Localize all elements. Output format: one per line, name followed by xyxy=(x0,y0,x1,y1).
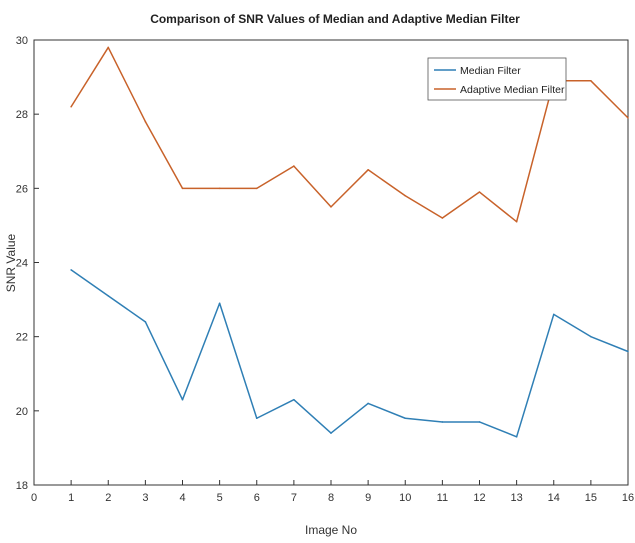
data-point xyxy=(218,302,221,305)
data-point xyxy=(627,350,629,353)
data-point xyxy=(107,46,110,49)
y-axis: 18 20 22 24 26 28 30 xyxy=(16,35,39,492)
x-tick-label: 12 xyxy=(473,492,485,504)
x-tick-label: 11 xyxy=(437,492,448,504)
x-axis: 0 1 2 3 4 5 6 7 8 9 10 11 12 13 14 15 16 xyxy=(31,480,634,504)
data-point xyxy=(255,187,258,190)
x-tick-label: 7 xyxy=(291,492,297,504)
data-point xyxy=(552,313,555,316)
x-tick-label: 16 xyxy=(622,492,634,504)
y-tick-label: 20 xyxy=(16,406,28,418)
y-tick-label: 22 xyxy=(16,332,28,344)
data-point xyxy=(404,417,407,420)
data-point xyxy=(70,105,72,108)
data-point xyxy=(293,398,295,401)
data-point xyxy=(144,120,147,123)
data-point xyxy=(255,417,258,420)
y-tick-label: 30 xyxy=(16,35,28,47)
data-point xyxy=(404,194,407,197)
legend-label: Median Filter xyxy=(460,65,521,77)
x-tick-label: 8 xyxy=(328,492,334,504)
y-axis-title: SNR Value xyxy=(4,233,18,292)
x-tick-label: 0 xyxy=(31,492,37,504)
y-tick-label: 18 xyxy=(16,480,28,492)
chart-title: Comparison of SNR Values of Median and A… xyxy=(150,12,520,26)
data-point xyxy=(144,321,147,323)
x-tick-label: 14 xyxy=(548,492,560,504)
y-tick-label: 26 xyxy=(16,183,28,195)
data-point xyxy=(441,421,444,423)
data-point xyxy=(478,191,481,193)
data-point xyxy=(515,220,518,223)
data-point xyxy=(330,206,332,208)
legend-label: Adaptive Median Filter xyxy=(460,84,565,96)
x-tick-label: 13 xyxy=(511,492,523,504)
legend-box xyxy=(427,57,567,101)
x-tick-label: 4 xyxy=(179,492,185,504)
data-point xyxy=(107,295,110,297)
series-line-adaptive-median-filter xyxy=(70,46,629,223)
x-tick-label: 15 xyxy=(585,492,597,504)
data-point xyxy=(70,269,72,271)
data-point xyxy=(478,421,481,423)
x-tick-label: 3 xyxy=(142,492,148,504)
data-point xyxy=(367,168,369,171)
series-line-median-filter xyxy=(70,269,629,438)
x-tick-label: 2 xyxy=(105,492,111,504)
data-point xyxy=(181,398,184,401)
x-tick-label: 10 xyxy=(399,492,411,504)
x-tick-label: 1 xyxy=(68,492,74,504)
data-point xyxy=(441,217,444,219)
plot-area xyxy=(33,39,629,486)
x-tick-label: 6 xyxy=(254,492,260,504)
data-point xyxy=(330,432,332,434)
x-tick-label: 9 xyxy=(365,492,371,504)
y-tick-label: 24 xyxy=(16,258,28,270)
data-point xyxy=(590,335,592,338)
x-axis-title: Image No xyxy=(305,523,357,537)
legend: Median Filter Adaptive Median Filter xyxy=(427,57,567,101)
data-point xyxy=(293,165,295,167)
data-point xyxy=(515,435,518,438)
data-point xyxy=(627,117,629,119)
data-point xyxy=(218,187,221,190)
data-point xyxy=(590,79,592,82)
data-point xyxy=(181,187,184,190)
y-tick-label: 28 xyxy=(16,109,28,121)
data-point xyxy=(367,402,369,405)
x-tick-label: 5 xyxy=(217,492,223,504)
series-layer xyxy=(70,46,629,438)
